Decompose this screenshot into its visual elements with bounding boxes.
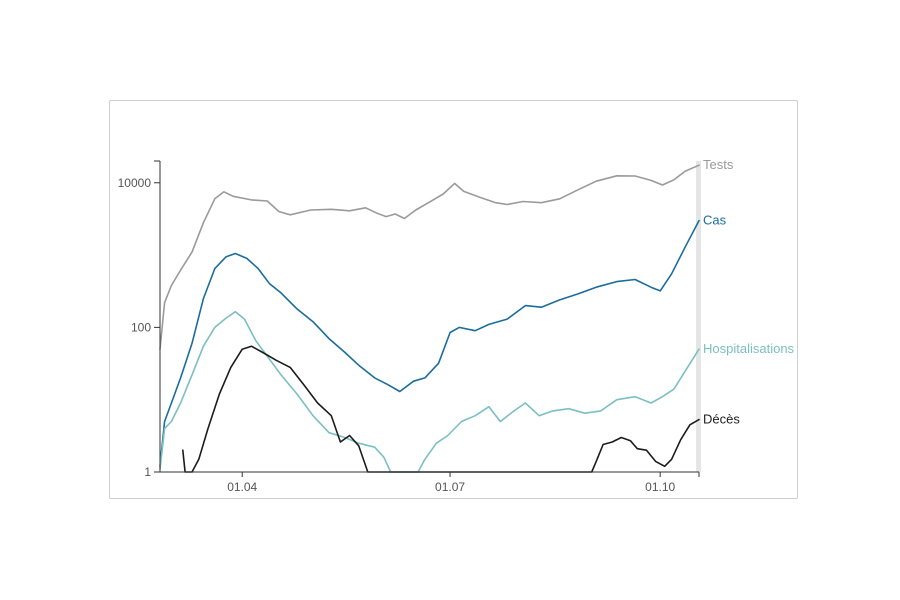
x-tick-label: 01.04: [227, 480, 257, 494]
date-marker: [696, 161, 701, 472]
series-layer: [159, 164, 700, 473]
series-label-hospitalisations: Hospitalisations: [703, 341, 795, 356]
series-line-cas: [159, 219, 700, 468]
line-chart: 1 100 10000 01.04 01.07 01.10 Tests Cas Hospit…: [118, 157, 795, 494]
x-axis: 01.04 01.07 01.10: [227, 472, 700, 494]
y-tick-label: 1: [144, 465, 151, 479]
x-tick-label: 01.10: [645, 480, 675, 494]
y-tick-label: 100: [131, 320, 151, 334]
y-axis: 1 100 10000: [118, 160, 160, 479]
series-line-deces: [182, 345, 700, 473]
series-line-hospitalisations: [159, 310, 700, 473]
x-tick-label: 01.07: [435, 480, 465, 494]
series-label-tests: Tests: [703, 157, 734, 172]
series-label-deces: Décès: [703, 412, 740, 427]
series-labels: Tests Cas Hospitalisations Décès: [703, 157, 795, 426]
series-label-cas: Cas: [703, 213, 727, 228]
chart-card: 1 100 10000 01.04 01.07 01.10 Tests Cas Hospit…: [109, 100, 798, 499]
y-tick-label: 10000: [118, 176, 152, 190]
series-line-tests: [159, 164, 700, 350]
